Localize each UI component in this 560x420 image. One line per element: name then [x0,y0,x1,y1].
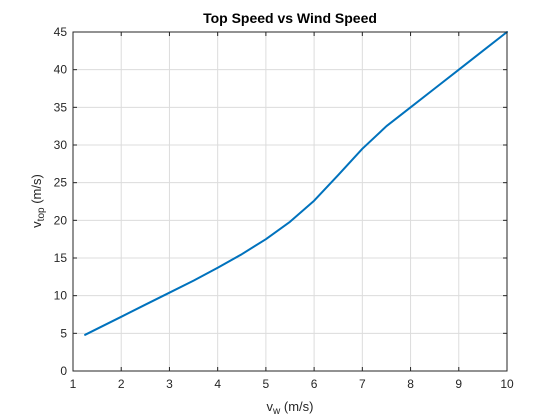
y-tick-label: 0 [60,364,67,378]
y-axis-label: vtop (m/s) [29,174,47,228]
x-tick-label: 6 [311,377,318,391]
y-tick-label: 15 [54,251,68,265]
series-layer [84,31,508,336]
x-tick-label: 8 [407,377,414,391]
x-tick-label: 7 [359,377,366,391]
chart-title: Top Speed vs Wind Speed [203,10,377,26]
x-tick-label: 10 [500,377,514,391]
y-tick-label: 10 [54,289,68,303]
x-tick-label: 2 [118,377,125,391]
y-tick-label: 5 [60,326,67,340]
series-line-top-speed [84,31,508,336]
y-tick-label: 25 [54,176,68,190]
y-tick-label: 40 [54,63,68,77]
y-tick-label: 30 [54,138,68,152]
x-tick-label: 4 [214,377,221,391]
y-tick-label: 20 [54,213,68,227]
plot-frame [72,31,508,372]
x-tick-label: 3 [166,377,173,391]
y-tick-label: 35 [54,100,68,114]
x-tick-label: 5 [263,377,270,391]
x-axis-label: vw (m/s) [267,399,314,417]
x-tick-label: 9 [455,377,462,391]
x-tick-label: 1 [70,377,77,391]
y-tick-label: 45 [54,25,68,39]
